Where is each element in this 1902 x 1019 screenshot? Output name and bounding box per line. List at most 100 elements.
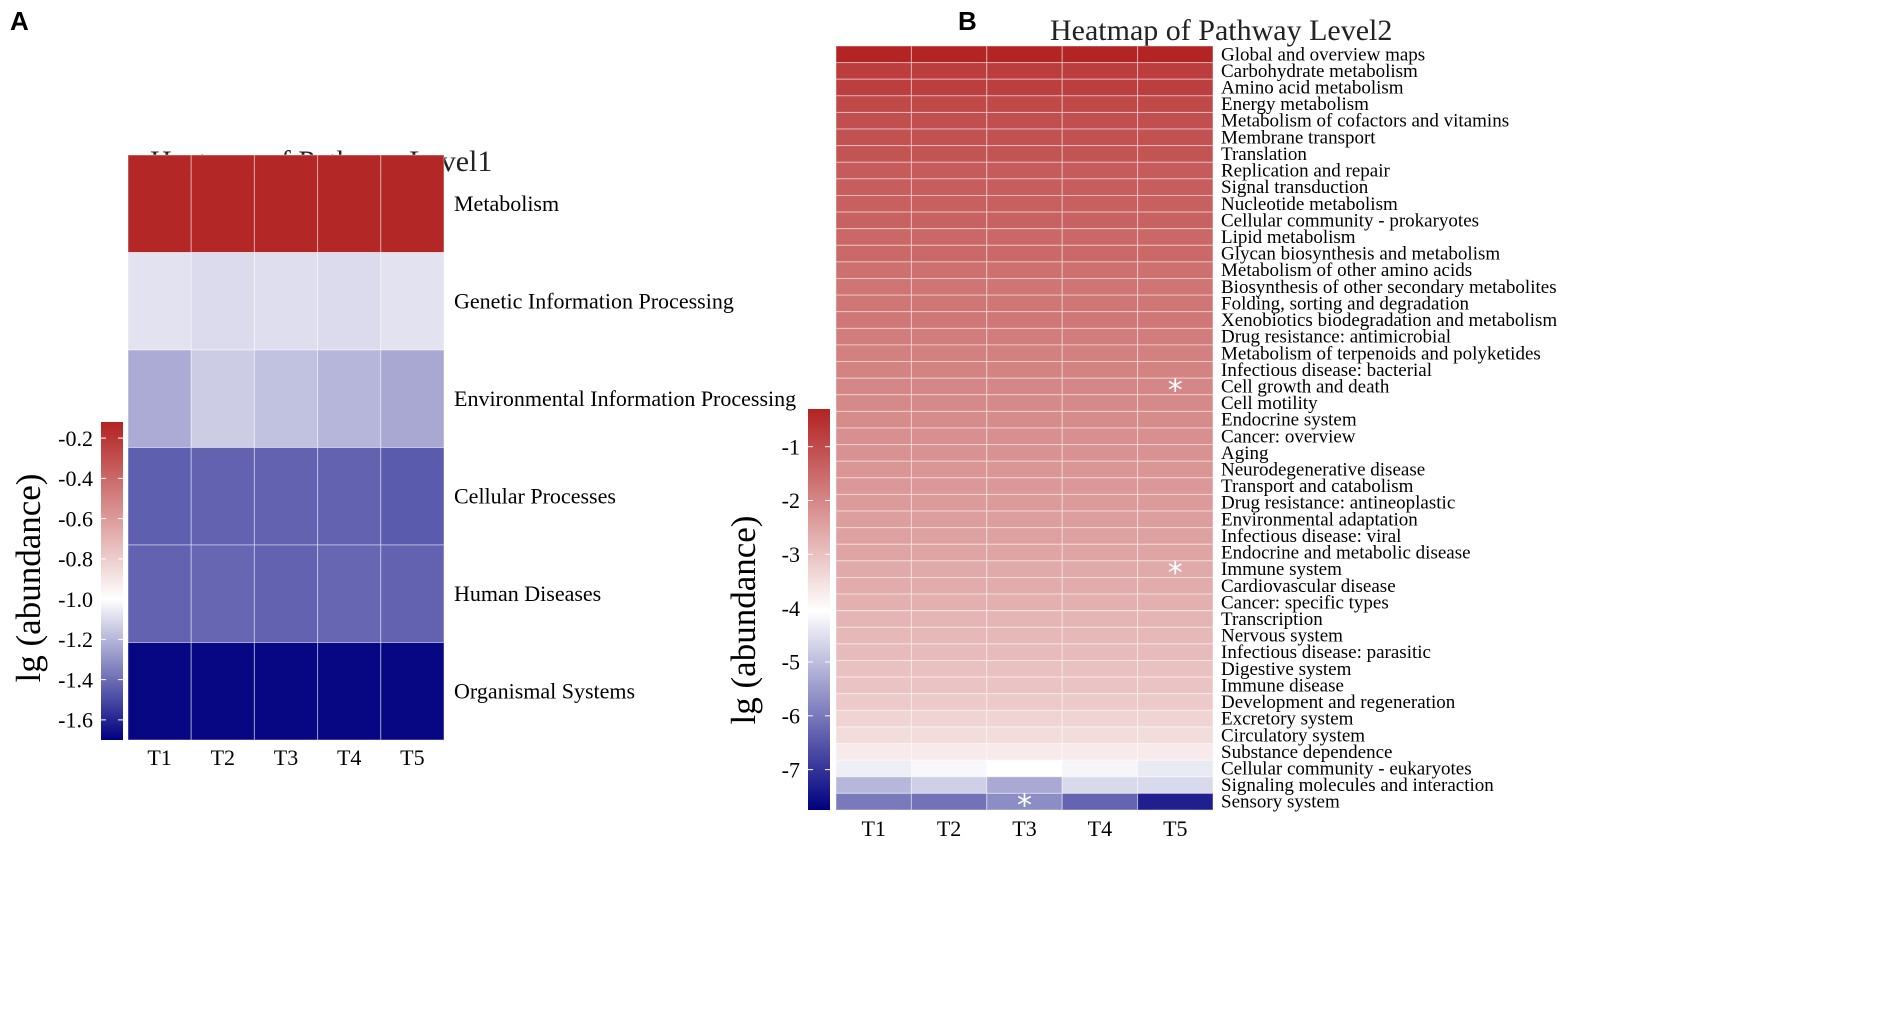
row-label: Metabolism [454, 191, 559, 216]
heatmap-cell [1061, 311, 1139, 329]
colorbar-tick-label: -0.8 [58, 547, 93, 572]
heatmap-cell [986, 344, 1063, 363]
row-label: Development and regeneration [1221, 692, 1456, 713]
heatmap-cell [910, 527, 988, 545]
heatmap-cell [190, 544, 255, 643]
heatmap-cell [1061, 128, 1139, 147]
heatmap-cell [1061, 427, 1139, 446]
heatmap-cell [1061, 510, 1139, 529]
colorbar-tick-label: -0.6 [58, 506, 93, 531]
row-label: Replication and repair [1221, 161, 1390, 182]
heatmap-cell [1137, 593, 1214, 612]
heatmap-cell [835, 726, 912, 745]
heatmap-cell [986, 394, 1063, 412]
heatmap-cell [1137, 128, 1214, 147]
heatmap-cell [127, 154, 192, 253]
heatmap-cell [835, 178, 912, 196]
heatmap-cell [1137, 527, 1214, 545]
column-label: T1 [861, 816, 885, 841]
heatmap-cell [835, 743, 912, 761]
heatmap-cell [910, 776, 988, 794]
heatmap-cell [1061, 45, 1139, 64]
heatmap-cell [1137, 161, 1214, 180]
heatmap-cell [1137, 643, 1214, 662]
heatmap-cell [986, 261, 1063, 280]
heatmap-cell [317, 349, 382, 448]
heatmap-cell [835, 327, 912, 346]
heatmap-cell [910, 161, 988, 180]
heatmap-cell [835, 377, 912, 396]
significance-mark: * [1168, 556, 1183, 591]
heatmap-cell [910, 311, 988, 329]
row-label: Transcription [1221, 609, 1323, 630]
heatmap-cell [986, 128, 1063, 147]
heatmap-cell [1061, 759, 1139, 778]
row-label: Cancer: specific types [1221, 592, 1389, 613]
column-label: T5 [1163, 816, 1187, 841]
heatmap-level2-title: Heatmap of Pathway Level2 [1050, 14, 1392, 47]
heatmap-cell [986, 560, 1063, 578]
row-label: Cellular Processes [454, 483, 616, 508]
row-label: Sensory system [1221, 792, 1340, 813]
heatmap-cell [986, 444, 1063, 462]
heatmap-cell [835, 111, 912, 130]
heatmap-cell [835, 145, 912, 163]
heatmap-cell [910, 45, 988, 64]
heatmap-cell [190, 154, 255, 253]
heatmap-cell [910, 62, 988, 80]
row-label: Transport and catabolism [1221, 476, 1414, 497]
heatmap-cell [835, 361, 912, 379]
heatmap-cell [910, 294, 988, 313]
row-label: Amino acid metabolism [1221, 78, 1404, 99]
row-label: Cellular community - prokaryotes [1221, 210, 1479, 231]
row-label: Cardiovascular disease [1221, 576, 1396, 597]
row-label: Infectious disease: viral [1221, 526, 1401, 547]
row-label: Translation [1221, 144, 1307, 165]
colorbar-tick-label: -1.4 [58, 667, 93, 692]
heatmap-cell [1137, 660, 1214, 678]
heatmap-cell [910, 261, 988, 280]
row-label: Metabolism of other amino acids [1221, 260, 1472, 281]
column-label: T4 [337, 745, 361, 770]
heatmap-level2: Heatmap of Pathway Level2 * * * Global and… [724, 14, 1557, 841]
heatmap-cell [986, 95, 1063, 113]
heatmap-cell [1061, 543, 1139, 562]
heatmap-cell [1061, 792, 1139, 811]
colorbar-a [101, 422, 123, 740]
heatmap-level1-cells [127, 154, 445, 741]
heatmap-cell [1061, 62, 1139, 80]
panel-b-letter: B [958, 6, 977, 36]
heatmap-cell [1061, 278, 1139, 296]
heatmap-cell [910, 676, 988, 695]
row-label: Lipid metabolism [1221, 227, 1356, 248]
heatmap-cell [835, 128, 912, 147]
heatmap-cell [910, 178, 988, 196]
colorbar-tick-label: -1.0 [58, 587, 93, 612]
heatmap-cell [910, 792, 988, 811]
heatmap-cell [986, 194, 1063, 213]
heatmap-cell [835, 576, 912, 595]
heatmap-cell [910, 709, 988, 728]
heatmap-cell [1061, 410, 1139, 429]
heatmap-cell [986, 278, 1063, 296]
row-label: Signaling molecules and interaction [1221, 775, 1494, 796]
colorbar-tick-label: -6 [782, 704, 800, 729]
heatmap-cell [1061, 460, 1139, 479]
heatmap-cell [1137, 45, 1214, 64]
heatmap-cell [1137, 444, 1214, 462]
heatmap-cell [1061, 726, 1139, 745]
heatmap-cell [910, 111, 988, 130]
colorbar-tick-label: -0.4 [58, 466, 93, 491]
heatmap-cell [1137, 244, 1214, 263]
heatmap-cell [910, 394, 988, 412]
column-label: T2 [211, 745, 235, 770]
heatmap-cell [835, 427, 912, 446]
heatmap-cell [1137, 311, 1214, 329]
row-label: Drug resistance: antimicrobial [1221, 327, 1451, 348]
heatmap-cell [835, 626, 912, 645]
heatmap-cell [835, 261, 912, 280]
heatmap-cell [835, 676, 912, 695]
heatmap-cell [1137, 211, 1214, 230]
heatmap-cell [986, 643, 1063, 662]
heatmap-cell [1137, 726, 1214, 745]
